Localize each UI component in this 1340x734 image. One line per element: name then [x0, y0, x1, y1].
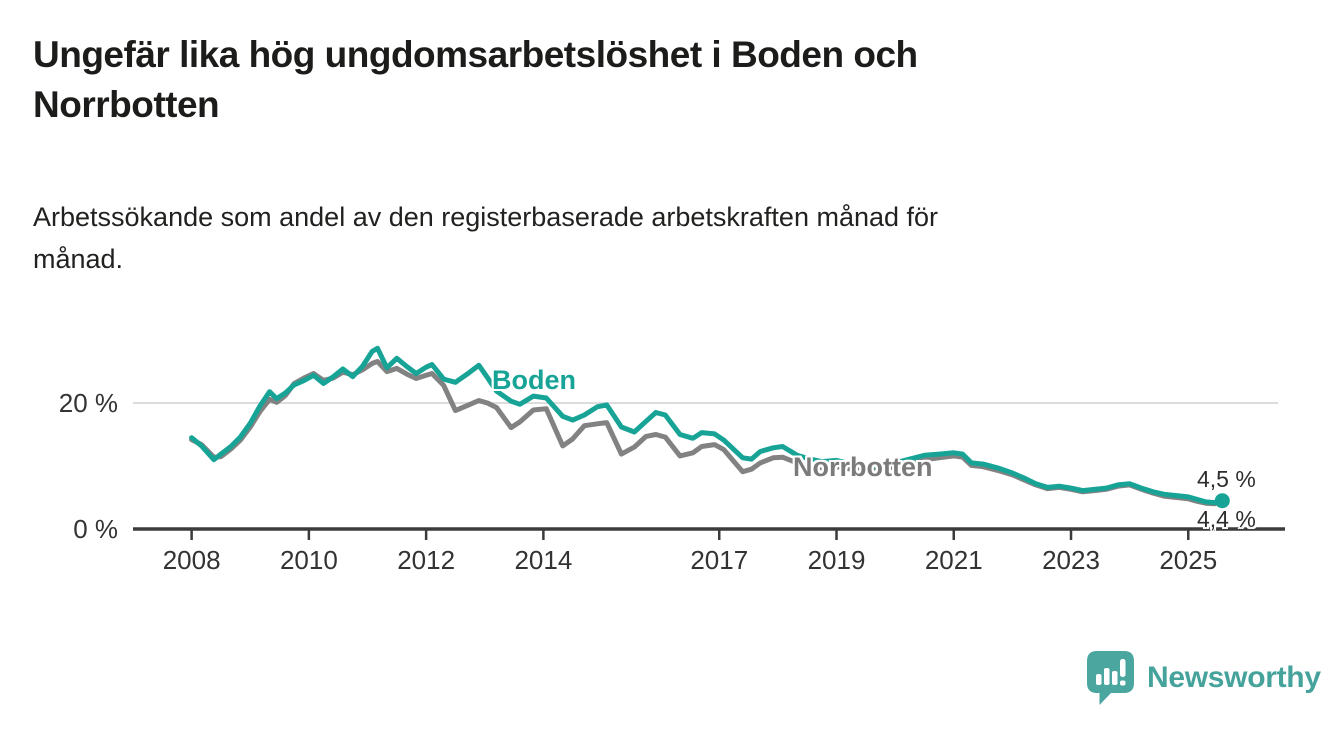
page-title-line-2: Norrbotten [33, 83, 220, 125]
x-tick-label: 2021 [925, 545, 983, 575]
series-end-dot [1214, 493, 1230, 509]
end-value-label-norrbotten: 4,4 % [1197, 506, 1256, 532]
x-tick-label: 2008 [163, 545, 221, 575]
series-label-boden: Boden [492, 365, 576, 395]
y-tick-label: 20 % [59, 388, 118, 418]
chart-subtitle-line-2: månad. [33, 243, 124, 274]
chart-subtitle-line-1: Arbetssökande som andel av den registerb… [33, 202, 939, 232]
newsworthy-logo-icon [1087, 651, 1134, 705]
newsworthy-logo-text: Newsworthy [1147, 661, 1321, 694]
y-tick-label: 0 % [73, 514, 118, 544]
x-tick-label: 2019 [808, 545, 866, 575]
x-tick-label: 2017 [690, 545, 748, 575]
series-line-boden [189, 345, 1225, 506]
chart-subtitle: Arbetssökande som andel av den registerb… [33, 197, 1233, 281]
end-value-label-boden: 4,5 % [1197, 466, 1256, 492]
series-label-norrbotten: Norrbotten [793, 452, 933, 482]
x-tick-label: 2023 [1042, 545, 1100, 575]
x-tick-label: 2010 [280, 545, 338, 575]
page-title: Ungefär lika hög ungdomsarbetslöshet i B… [33, 30, 1233, 130]
line-chart: 2008 2010 2012 2014 2017 2019 2021 2023 2025 0 % 2… [59, 345, 1285, 575]
x-tick-label: 2012 [397, 545, 455, 575]
page-title-line-1: Ungefär lika hög ungdomsarbetslöshet i B… [33, 34, 918, 75]
newsworthy-logo[interactable]: Newsworthy [1086, 650, 1321, 706]
x-tick-label: 2025 [1159, 545, 1217, 575]
x-tick-label: 2014 [514, 545, 572, 575]
